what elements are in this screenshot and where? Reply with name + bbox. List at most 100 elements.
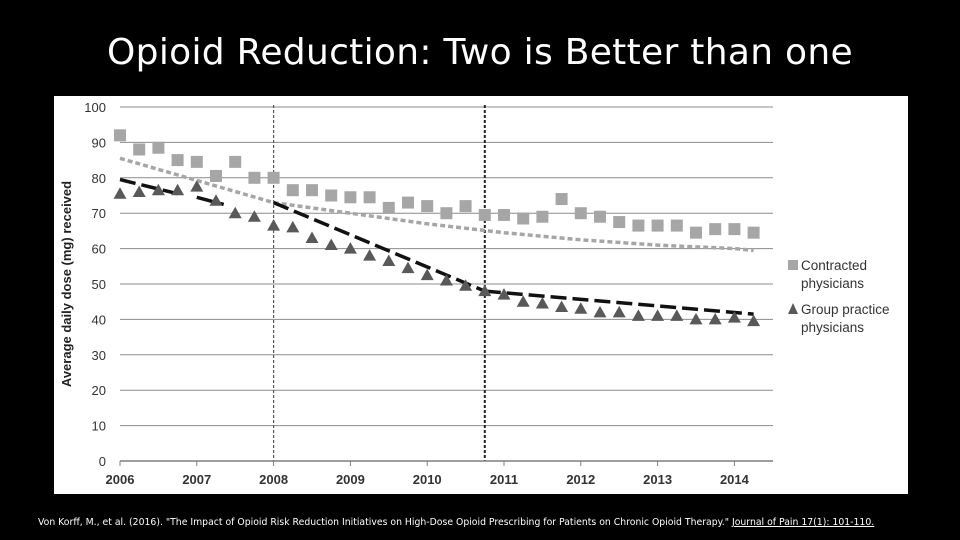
point-group-practice [516,295,530,307]
vertical-markers [273,105,486,461]
point-group-practice [574,302,588,314]
citation: Von Korff, M., et al. (2016). "The Impac… [38,517,928,528]
point-group-practice [420,268,434,281]
point-group-practice [132,185,146,197]
point-group-practice [151,183,165,196]
point-group-practice [747,314,761,327]
y-tick-label: 60 [92,242,106,257]
y-tick-label: 70 [92,206,106,221]
x-tick-label: 2007 [182,472,211,487]
point-contracted [651,219,664,232]
point-group-practice [247,210,261,222]
point-contracted [267,171,280,184]
legend-label-line: physicians [801,320,864,335]
point-group-practice [209,194,223,206]
x-tick-label: 2012 [566,472,595,487]
y-tick-label: 40 [92,312,106,327]
point-group-practice [478,284,492,297]
point-group-practice [324,238,338,251]
point-group-practice [439,273,453,286]
y-tick-label: 50 [92,277,106,292]
trendlines [119,156,754,316]
point-contracted [248,171,261,184]
point-contracted [594,210,606,223]
point-contracted [402,196,414,209]
data-points [113,129,761,327]
point-group-practice [171,183,185,196]
point-contracted [133,143,146,156]
point-group-practice [343,242,357,254]
x-tick-label: 2013 [643,472,672,487]
legend-marker-contracted [788,260,798,270]
gridlines [120,106,773,427]
point-contracted [536,210,549,223]
point-contracted [190,155,203,168]
point-contracted [670,219,683,232]
x-tick-label: 2011 [490,472,518,487]
legend-marker-group-practice [788,303,798,314]
trendline-group-practice [484,289,754,316]
x-tick-label: 2014 [720,472,750,487]
x-tick-label: 2009 [336,472,365,487]
point-group-practice [670,309,684,321]
point-contracted [152,141,165,154]
point-group-practice [631,309,645,321]
point-contracted [325,189,338,202]
point-group-practice [651,309,665,321]
point-group-practice [708,312,722,325]
axes: 0 10 20 30 40 50 60 70 80 90 100 2006 2007 2008 2009 20… [59,100,773,487]
y-tick-label: 100 [84,100,106,115]
y-tick-label: 0 [99,454,106,469]
point-contracted [478,208,491,221]
trendline-group-practice [119,177,179,196]
point-group-practice [228,206,242,219]
point-contracted [555,193,568,206]
point-group-practice [267,219,281,231]
x-tick-label: 2010 [413,472,442,487]
legend: Contracted physicians Group practice physic… [788,258,890,335]
point-group-practice [113,187,127,199]
point-contracted [690,226,702,239]
point-contracted [382,201,395,214]
legend-label-line: Group practice [801,302,890,317]
point-group-practice [535,296,549,309]
point-contracted [171,154,184,167]
point-contracted [613,216,626,229]
y-tick-label: 10 [92,419,106,434]
trendline-contracted [119,156,754,253]
point-group-practice [401,261,415,274]
trendline-group-practice [272,200,486,293]
point-contracted [344,191,357,204]
legend-label-line: Contracted [801,258,867,273]
point-contracted [306,184,318,197]
point-contracted [574,207,587,220]
point-contracted [210,170,222,183]
point-contracted [421,200,434,213]
point-group-practice [727,311,741,323]
point-group-practice [286,220,300,233]
slide-title: Opioid Reduction: Two is Better than one [107,32,853,73]
point-contracted [498,208,510,221]
scatter-chart: 0 10 20 30 40 50 60 70 80 90 100 2006 2007 2008 2009 20… [59,100,890,487]
point-group-practice [555,300,569,313]
point-contracted [747,226,760,239]
x-tick-label: 2006 [106,472,135,487]
y-tick-label: 80 [92,171,106,186]
point-contracted [286,184,299,197]
point-contracted [440,207,453,220]
point-group-practice [382,254,396,266]
citation-journal-link[interactable]: Journal of Pain 17(1): 101-110. [731,517,875,528]
point-group-practice [612,305,626,318]
citation-text: Von Korff, M., et al. (2016). "The Impac… [38,517,732,528]
point-group-practice [459,279,473,291]
point-contracted [229,155,242,168]
point-group-practice [689,312,703,325]
y-tick-label: 20 [92,383,106,398]
x-tick-label: 2008 [259,472,288,487]
point-group-practice [190,180,204,192]
y-tick-label: 30 [92,348,106,363]
point-group-practice [593,305,607,318]
point-group-practice [497,288,511,300]
legend-label-line: physicians [801,276,864,291]
point-group-practice [363,249,377,261]
